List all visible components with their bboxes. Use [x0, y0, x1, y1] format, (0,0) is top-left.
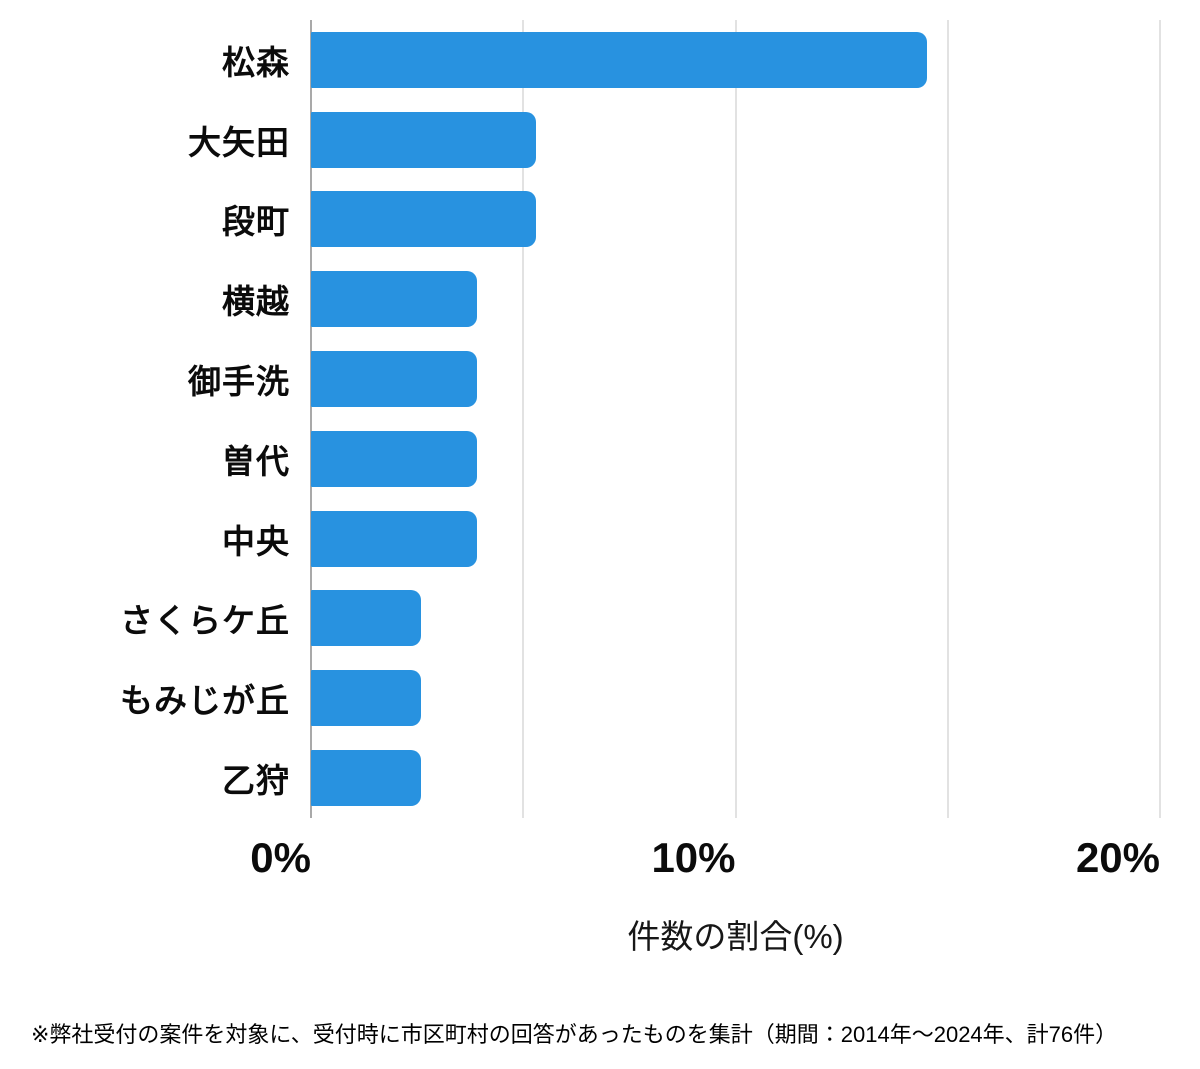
category-label: もみじが丘	[120, 682, 290, 720]
bar-row	[311, 419, 1160, 499]
x-axis-title: 件数の割合(%)	[627, 918, 844, 955]
bar-row	[311, 658, 1160, 738]
bar-row	[311, 100, 1160, 180]
category-label: 御手洗	[188, 363, 290, 401]
bar-row	[311, 738, 1160, 818]
bar	[311, 191, 536, 248]
category-label: 曽代	[222, 442, 290, 480]
bar	[311, 111, 536, 168]
bar	[311, 351, 477, 408]
plot-area	[310, 20, 1161, 818]
bar	[311, 510, 477, 567]
x-tick-label: 20%	[1075, 834, 1160, 881]
category-label: 中央	[222, 522, 290, 560]
category-label: 乙狩	[222, 762, 290, 800]
bar-row	[311, 339, 1160, 419]
footnote: ※弊社受付の案件を対象に、受付時に市区町村の回答があったものを集計（期間：201…	[31, 1022, 1118, 1047]
category-label: 横越	[222, 283, 290, 321]
bar	[311, 750, 422, 807]
bar-row	[311, 180, 1160, 260]
gridline	[734, 20, 737, 818]
bar-row	[311, 579, 1160, 659]
value-axis: 0% 10% 20%	[250, 834, 1160, 889]
gridline	[522, 20, 525, 818]
bar	[311, 670, 422, 727]
gridline	[946, 20, 949, 818]
bar-row	[311, 20, 1160, 100]
category-label: さくらケ丘	[120, 602, 290, 640]
bar-row	[311, 259, 1160, 339]
bar	[311, 590, 422, 647]
bar	[311, 430, 477, 487]
axis-line	[310, 20, 312, 818]
category-axis: 松森大矢田段町横越御手洗曽代中央さくらケ丘もみじが丘乙狩	[0, 20, 311, 818]
gridline	[1159, 20, 1161, 818]
x-tick-label: 0%	[250, 834, 311, 881]
category-label: 段町	[222, 203, 290, 241]
category-label: 松森	[222, 43, 290, 81]
x-tick-label: 10%	[651, 834, 736, 881]
category-label: 大矢田	[188, 123, 290, 161]
bar	[311, 31, 927, 88]
bar	[311, 271, 477, 328]
bar-row	[311, 499, 1160, 579]
